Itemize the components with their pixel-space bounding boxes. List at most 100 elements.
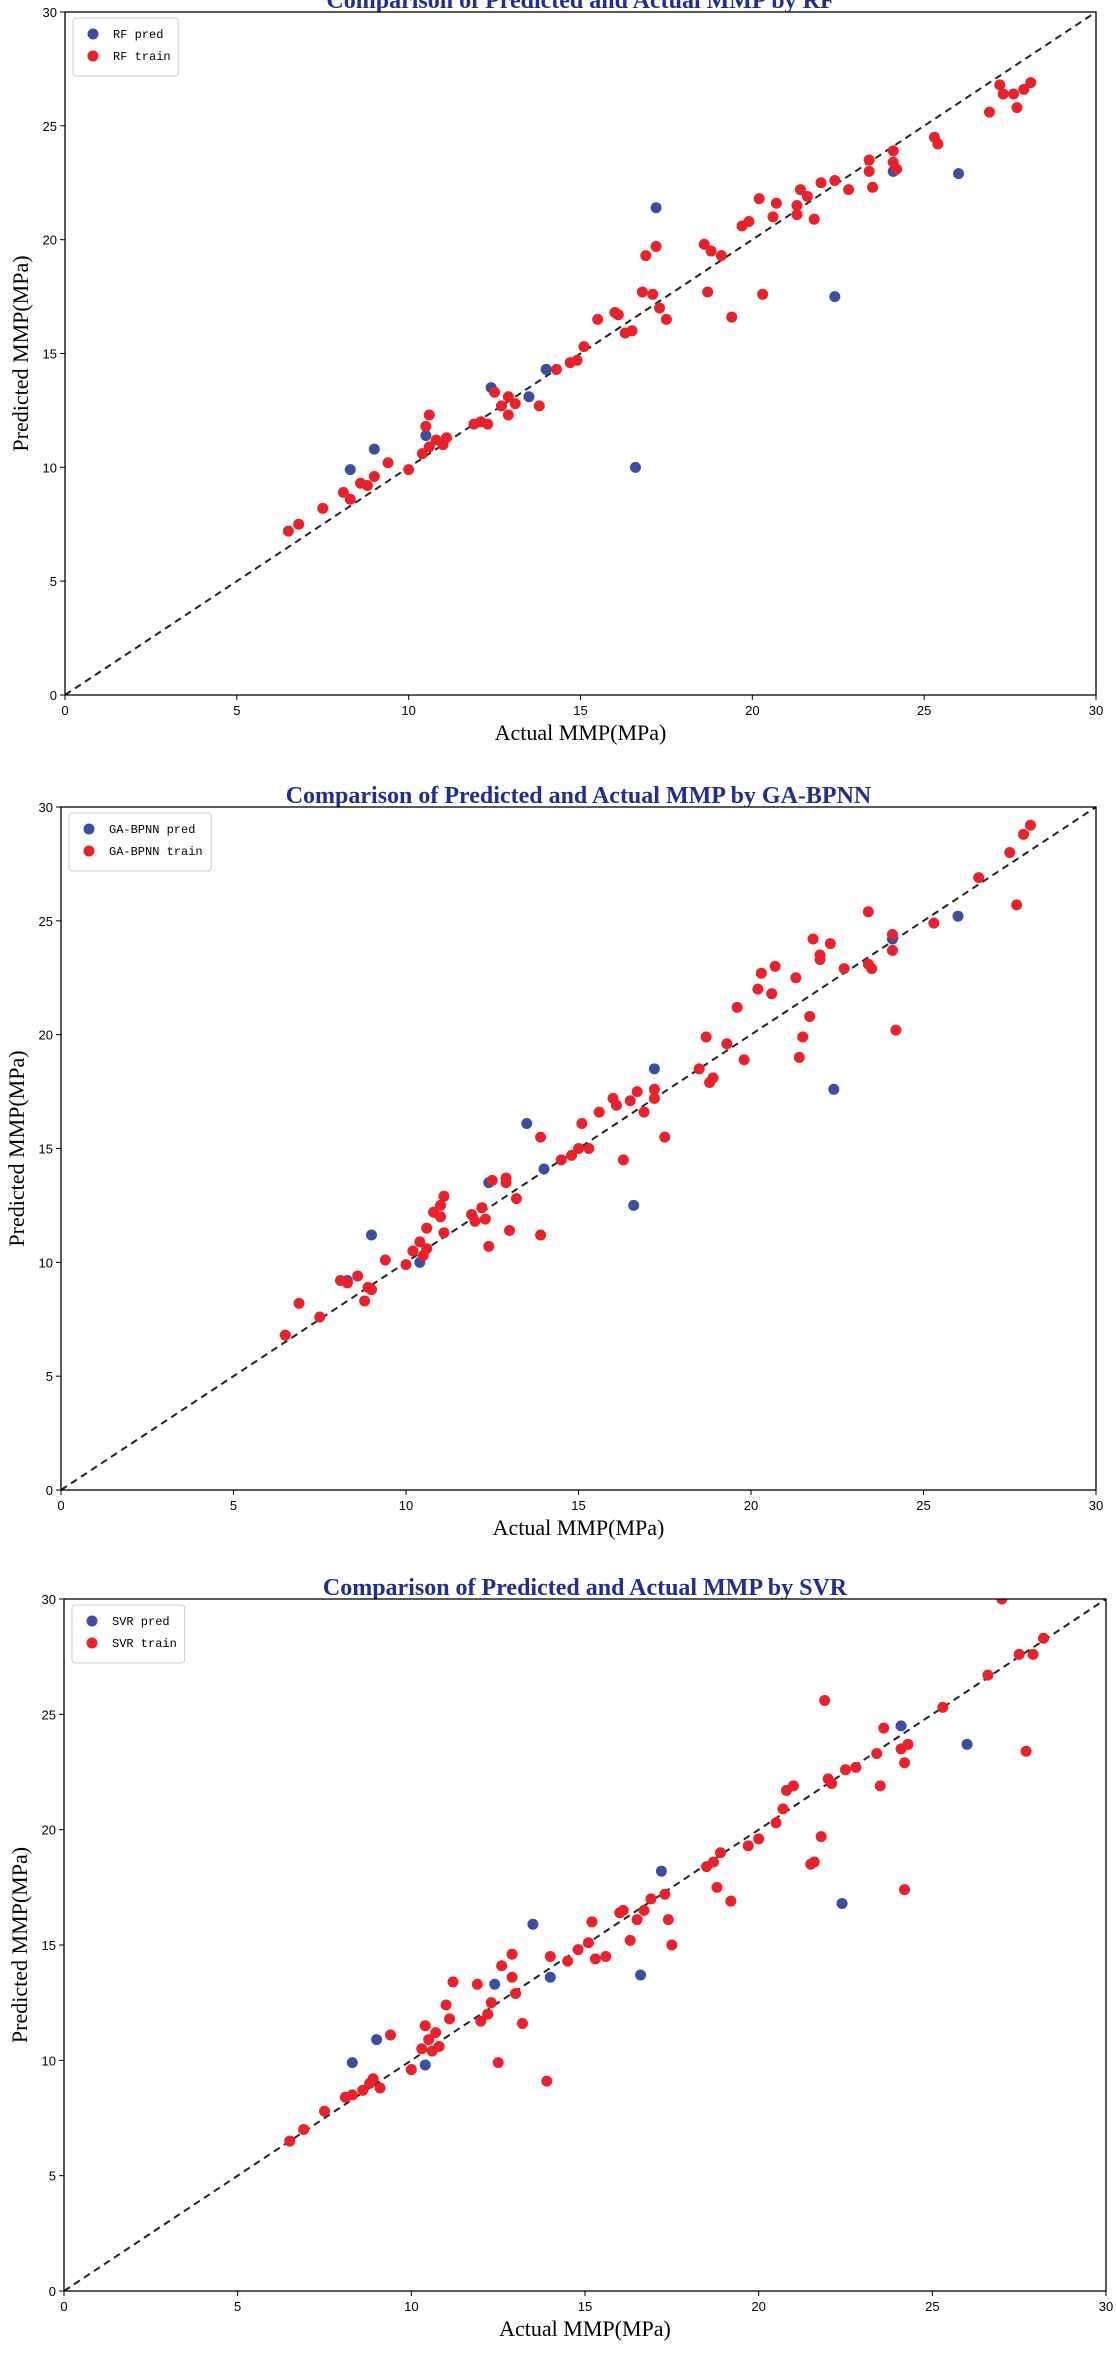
train-point: [1018, 83, 1030, 95]
train-point: [589, 1953, 601, 1965]
train-point: [617, 1154, 629, 1166]
legend-marker: [86, 1615, 98, 1627]
train-point: [624, 1934, 636, 1946]
y-axis-label: Predicted MMP(MPa): [7, 1847, 32, 2043]
train-point: [555, 1154, 567, 1166]
train-point: [891, 163, 903, 175]
x-tick-label: 0: [60, 2299, 67, 2314]
train-point: [504, 1224, 515, 1236]
x-tick-label: 20: [745, 703, 759, 718]
y-tick-label: 5: [46, 1369, 53, 1384]
pred-point: [523, 391, 535, 403]
legend-box: [71, 1604, 186, 1664]
train-point: [489, 386, 501, 398]
pred-point: [828, 1083, 840, 1095]
train-point: [654, 302, 666, 314]
train-point: [471, 1978, 483, 1990]
train-point: [1011, 102, 1023, 114]
train-point: [440, 432, 452, 444]
chart-title: Comparison of Predicted and Actual MMP b…: [323, 1575, 848, 1601]
x-axis-label: Actual MMP(MPa): [495, 720, 667, 745]
train-point: [506, 1948, 518, 1960]
legend-label: SVR pred: [112, 1615, 170, 1629]
train-point: [928, 917, 940, 929]
reference-line: [61, 807, 1096, 1490]
train-point: [1020, 1745, 1032, 1757]
train-point: [1004, 847, 1016, 859]
x-tick-label: 30: [1089, 703, 1103, 718]
train-point: [582, 1937, 594, 1949]
train-point: [566, 1149, 578, 1161]
train-point: [535, 1229, 547, 1241]
chart-ga-bpnn: Comparison of Predicted and Actual MMP b…: [4, 783, 1103, 1540]
train-point: [341, 1277, 353, 1289]
train-point: [516, 2017, 528, 2029]
train-point: [346, 2089, 358, 2101]
train-point: [659, 1888, 671, 1900]
y-tick-label: 10: [39, 1255, 53, 1270]
y-tick-label: 15: [43, 347, 57, 362]
train-point: [640, 250, 652, 262]
pred-point: [648, 1063, 660, 1075]
x-tick-label: 10: [404, 2299, 418, 2314]
train-point: [726, 311, 738, 323]
train-point: [662, 1914, 674, 1926]
x-tick-label: 15: [571, 1498, 585, 1513]
pred-point: [489, 1978, 501, 1990]
train-point: [475, 2015, 487, 2027]
pred-point: [961, 1738, 973, 1750]
train-point: [541, 2075, 553, 2087]
x-tick-label: 25: [925, 2299, 939, 2314]
train-point: [867, 181, 879, 193]
train-point: [824, 938, 836, 950]
train-point: [438, 1190, 450, 1202]
train-point: [702, 286, 714, 298]
y-tick-label: 0: [49, 2284, 56, 2299]
pred-point: [655, 1865, 667, 1877]
train-point: [492, 2057, 504, 2069]
train-point: [533, 400, 545, 412]
train-point: [638, 1904, 650, 1916]
train-point: [483, 1240, 495, 1252]
train-point: [807, 933, 819, 945]
train-point: [770, 1817, 782, 1829]
train-point: [423, 2034, 435, 2046]
train-point: [447, 1976, 459, 1988]
y-tick-label: 25: [39, 914, 53, 929]
reference-line: [65, 12, 1096, 695]
train-point: [510, 1987, 522, 1999]
pred-point: [836, 1897, 848, 1909]
train-point: [482, 2008, 494, 2020]
train-point: [638, 1106, 650, 1118]
pred-point: [540, 363, 552, 375]
train-point: [794, 184, 806, 196]
train-point: [337, 486, 349, 498]
train-point: [495, 400, 507, 412]
train-point: [838, 963, 850, 975]
y-tick-label: 15: [42, 1938, 56, 1953]
x-tick-label: 5: [233, 703, 240, 718]
train-point: [444, 2013, 456, 2025]
train-point: [423, 441, 435, 453]
train-point: [500, 1177, 512, 1189]
train-point: [890, 1024, 902, 1036]
train-point: [659, 1131, 671, 1143]
pred-point: [419, 2059, 431, 2071]
train-point: [932, 138, 944, 150]
legend: RF pred RF train: [72, 17, 179, 77]
legend-box: [72, 17, 179, 77]
train-point: [698, 238, 710, 250]
train-point: [486, 1174, 498, 1186]
train-point: [715, 250, 727, 262]
legend-label: RF train: [113, 50, 171, 64]
train-point: [586, 1916, 598, 1928]
chart-svr: Comparison of Predicted and Actual MMP b…: [7, 1575, 1113, 2341]
x-tick-label: 15: [578, 2299, 592, 2314]
y-tick-label: 25: [43, 119, 57, 134]
train-point: [648, 1092, 660, 1104]
train-point: [647, 288, 659, 300]
x-axis-label: Actual MMP(MPa): [493, 1515, 665, 1540]
train-point: [887, 145, 899, 157]
train-point: [769, 960, 781, 972]
